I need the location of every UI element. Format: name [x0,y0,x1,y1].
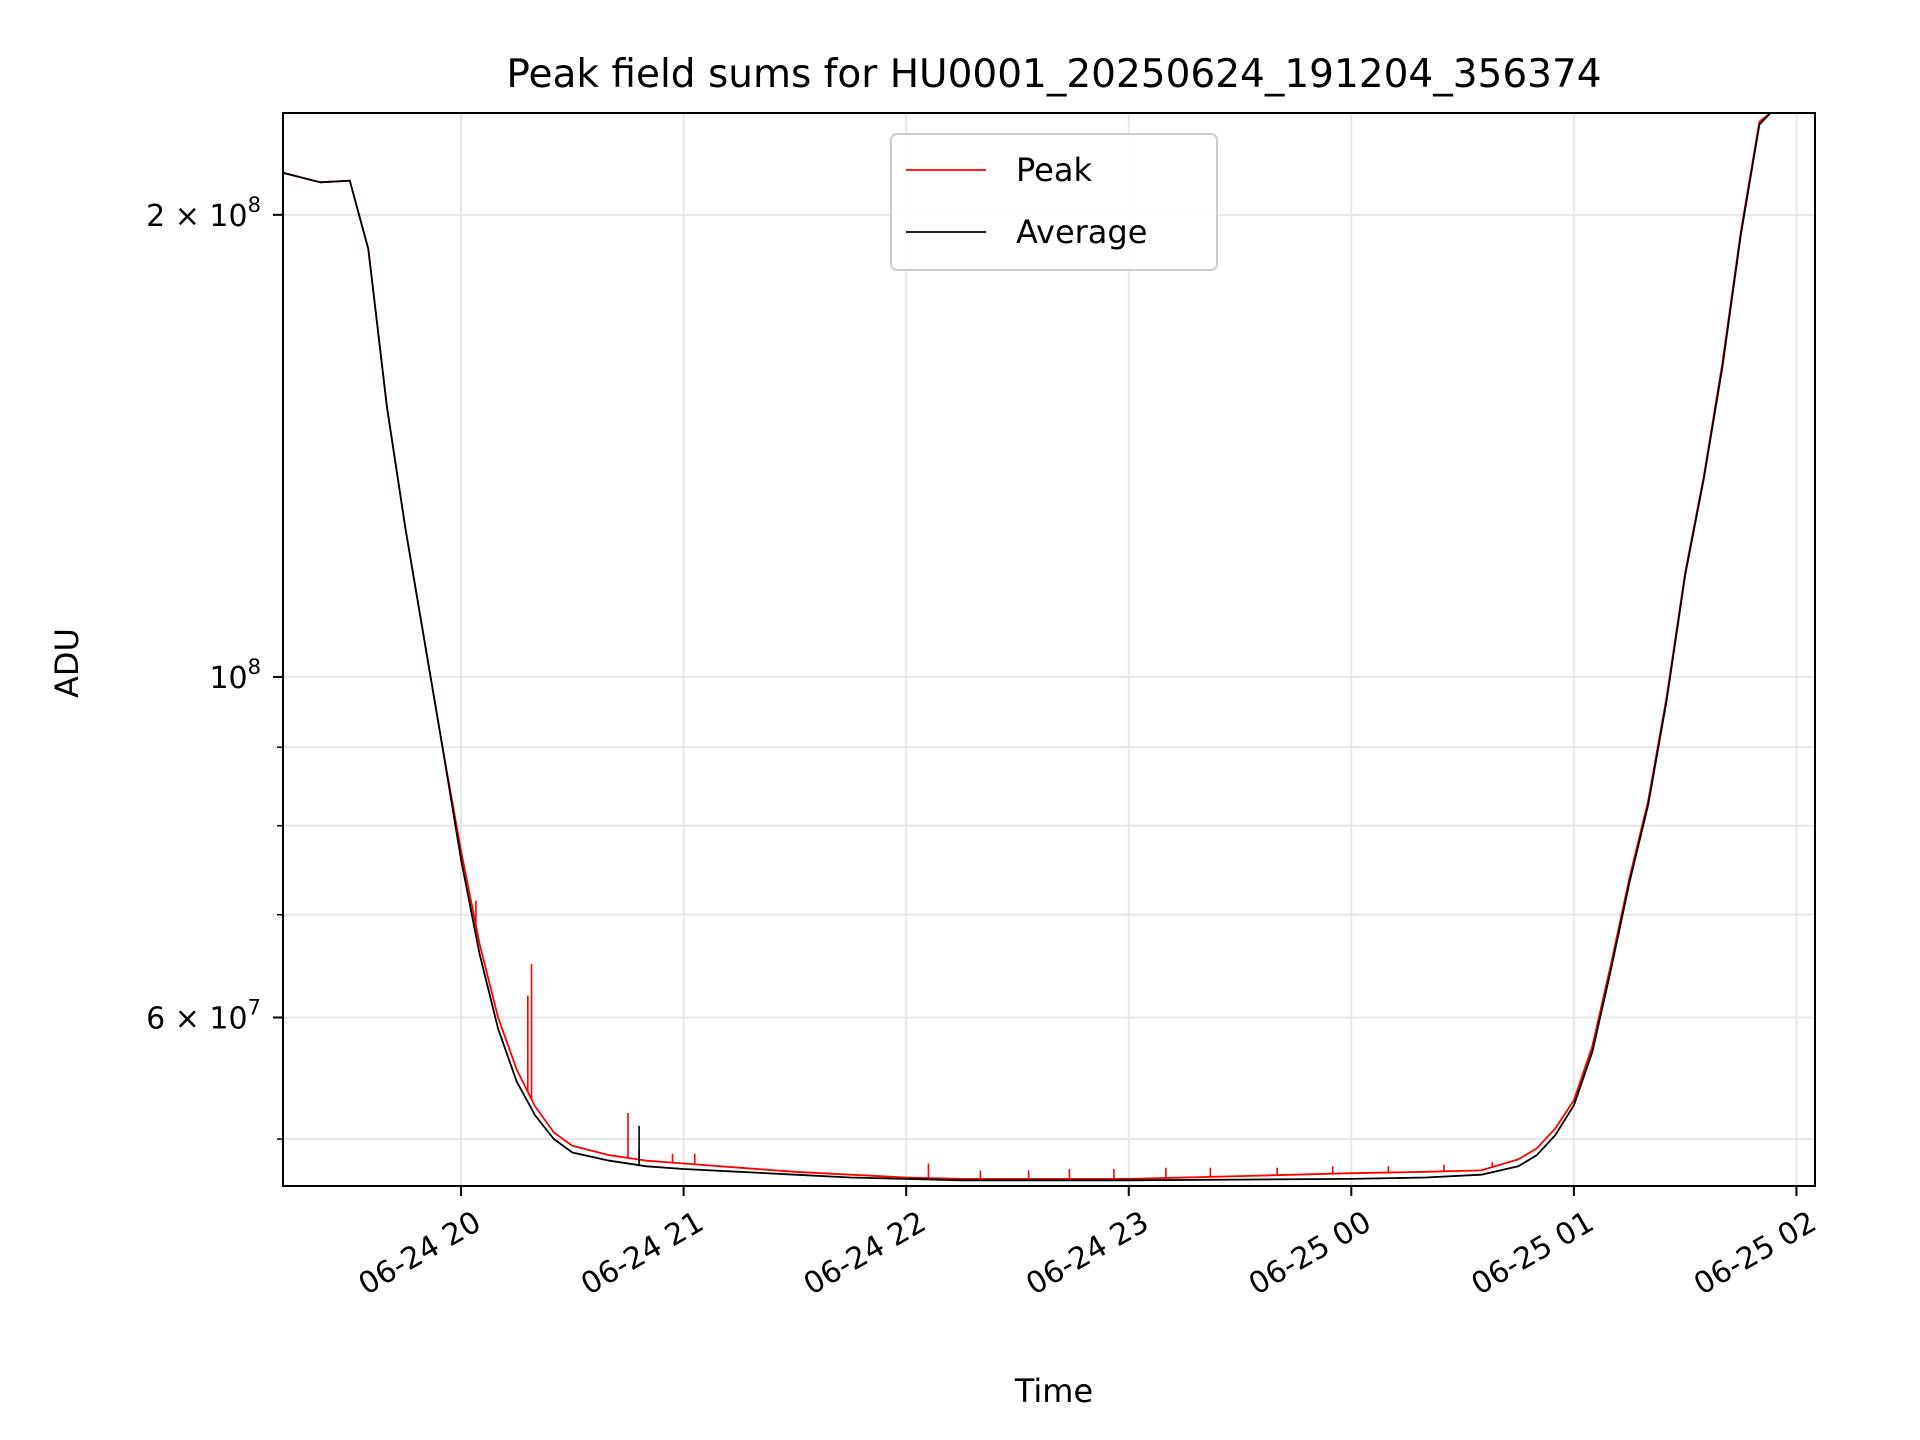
legend: Peak Average [890,133,1218,271]
plot-frame [282,112,1816,1187]
y-tick-label-0: 6 × 107 [146,995,261,1036]
series-layer [283,113,1772,1182]
y-tick-exponent-1: 8 [248,655,261,679]
legend-label-peak: Peak [1016,151,1092,189]
y-tick-label-2: 2 × 108 [146,193,261,234]
x-axis-title: Time [1014,1372,1093,1410]
y-tick-exponent-0: 7 [248,995,261,1019]
legend-label-average: Average [1016,213,1147,251]
y-tick-exponent-2: 8 [248,193,261,217]
chart-title: Peak field sums for HU0001_20250624_1912… [506,52,1601,97]
y-axis-title: ADU [48,628,86,698]
series-line-average [283,113,1772,1182]
legend-box [890,133,1218,271]
